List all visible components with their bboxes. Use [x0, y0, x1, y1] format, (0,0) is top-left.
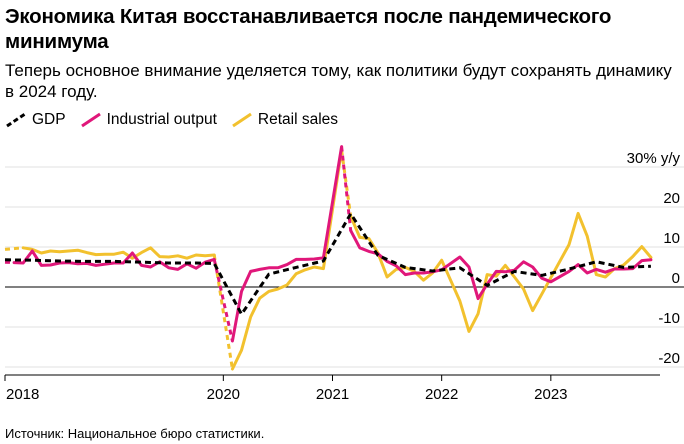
y-tick-label: 30% y/y [627, 150, 681, 167]
legend: GDP Industrial output Retail sales [5, 111, 352, 129]
y-tick-label: -20 [658, 350, 680, 367]
y-tick-label: 20 [663, 190, 680, 207]
legend-item-retail-sales: Retail sales [231, 111, 338, 129]
source-note: Источник: Национальное бюро статистики. [5, 426, 265, 441]
series-dashed-segment-retail-sales [340, 149, 353, 217]
series-line-industrial-output [349, 229, 653, 301]
chart-title: Экономика Китая восстанавливается после … [5, 5, 612, 53]
legend-item-industrial-output: Industrial output [80, 111, 217, 129]
legend-swatch-gdp [6, 112, 26, 128]
x-tick-label: 2018 [6, 386, 39, 403]
series-line-industrial-output [230, 145, 344, 343]
series-dashed-segment-retail-sales [212, 254, 234, 370]
y-tick-label: 10 [663, 230, 680, 247]
legend-label-industrial-output: Industrial output [106, 111, 217, 128]
legend-label-gdp: GDP [32, 111, 66, 128]
x-tick-label: 2021 [316, 386, 349, 403]
series-dashed-segment-retail-sales [4, 246, 24, 251]
y-tick-label: -10 [658, 310, 680, 327]
series-line-retail-sales [21, 246, 216, 260]
x-tick-label: 2023 [534, 386, 567, 403]
legend-swatch-retail-sales [232, 112, 252, 128]
series-line-retail-sales [230, 148, 344, 371]
x-tick-label: 2022 [425, 386, 458, 403]
chart-subtitle: Теперь основное внимание уделяется тому,… [5, 61, 672, 101]
legend-label-retail-sales: Retail sales [257, 111, 339, 128]
series-line-gdp [4, 212, 651, 316]
legend-swatch-industrial-output [80, 112, 101, 128]
x-tick-label: 2020 [207, 386, 240, 403]
series-line-retail-sales [349, 211, 653, 333]
y-tick-label: 0 [672, 270, 680, 287]
legend-item-gdp: GDP [5, 111, 66, 129]
series-line-industrial-output [12, 249, 216, 271]
series-dashed-segment-industrial-output [212, 259, 234, 342]
